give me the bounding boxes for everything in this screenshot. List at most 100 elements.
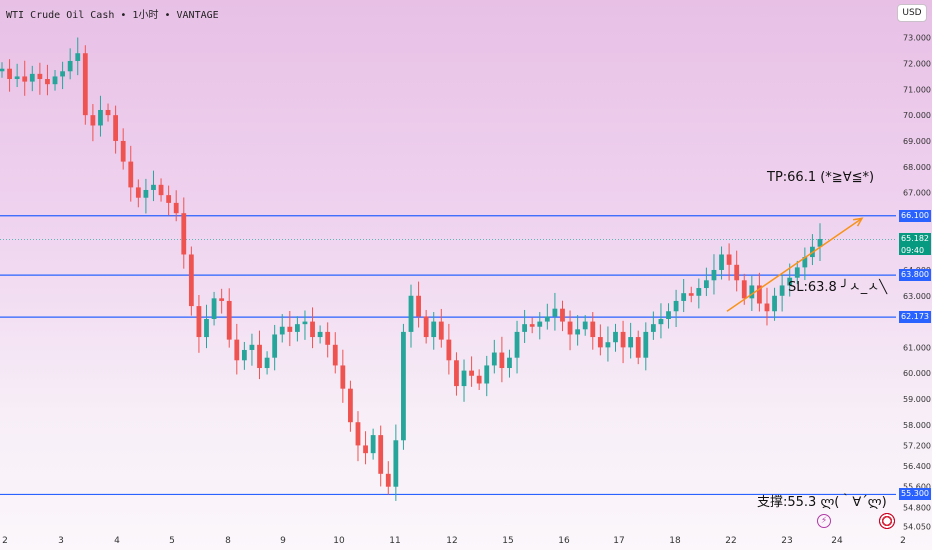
candle-body [757,285,762,304]
price-tag-label: 65.182 [901,234,929,244]
candle-body [582,321,588,330]
support-annotation: 支撑:55.3 ლ(｀∀´ლ) [757,495,887,510]
candle-body [355,422,361,446]
candle-body [302,321,308,325]
candle-body [219,298,225,301]
candle-body [257,344,262,369]
x-tick-label: 24 [831,536,843,546]
candle-body [719,254,724,270]
candle-body [166,195,172,203]
candle-body [105,109,111,116]
y-tick-label: 55.600 [903,483,931,492]
candle-body [158,184,164,196]
candle-body [340,365,346,389]
x-tick-label: 10 [333,536,345,546]
candle-body [196,306,202,338]
candle-body [726,254,732,265]
candle-body [764,303,770,312]
y-tick-label: 63.000 [903,292,931,301]
candle-body [597,337,603,348]
y-tick-label: 58.000 [903,421,931,430]
x-tick-label: 15 [502,536,513,546]
candle-body [181,213,187,255]
candle-body [772,295,777,312]
y-tick-label: 54.800 [903,503,931,512]
price-tag: 62.173 [899,311,931,324]
candle-body [522,324,528,332]
candle-body [393,440,399,487]
candle-body [29,73,35,82]
x-tick-label: 9 [280,536,286,546]
x-tick-label: 16 [558,536,570,546]
x-tick-label: 8 [225,536,231,546]
x-tick-label: 5 [169,536,175,546]
candle-body [454,360,459,387]
candle-body [7,68,12,80]
lightning-icon[interactable]: ⚡ [817,514,831,528]
candle-body [67,60,73,72]
candle-body [188,254,194,307]
candle-body [287,326,293,332]
candle-body [348,388,353,423]
candle-body [567,321,573,335]
candle-body [90,115,96,126]
candle-body [0,68,5,72]
currency-button[interactable]: USD [897,4,927,22]
candle-body [446,339,452,361]
candle-body [741,280,747,299]
x-tick-label: 4 [114,536,120,546]
price-tag-label: 55.300 [901,489,929,499]
y-tick-label: 73.000 [903,34,931,43]
candle-body [779,285,785,296]
tp-annotation: TP:66.1 (*≧∀≦*) [767,170,875,185]
candle-body [696,288,702,296]
candle-body [673,300,679,312]
y-tick-label: 56.400 [903,462,931,471]
candle-body [484,365,490,384]
y-tick-label: 72.000 [903,60,931,69]
candle-body [817,239,823,247]
candle-body [423,316,429,338]
candle-body [151,184,156,190]
candle-body [544,316,550,322]
candle-body [537,321,543,327]
x-tick-label: 17 [613,536,624,546]
candle-body [226,300,232,340]
candle-body [60,71,65,77]
candle-body [378,435,384,474]
y-tick-label: 70.000 [903,111,931,120]
candle-body [552,308,558,317]
candle-body [120,140,126,162]
candle-body [52,76,58,85]
candle-body [135,187,141,198]
us-flag-icon[interactable] [879,513,895,529]
price-tag: 63.800 [899,269,931,282]
candle-body [514,331,520,358]
candle-body [317,331,323,338]
y-tick-label: 54.050 [903,523,931,532]
candle-body [605,342,611,348]
y-tick-label: 61.000 [903,343,931,352]
price-tag-label: 66.100 [901,210,929,220]
candle-body [461,370,467,387]
y-tick-label: 69.000 [903,137,931,146]
candle-body [635,337,641,358]
candle-body [575,329,581,335]
candle-body [560,308,565,322]
candle-body [113,115,119,141]
x-tick-label: 11 [389,536,400,546]
candle-body [650,324,656,332]
candle-body [98,109,103,126]
candle-body [658,318,664,325]
candle-body [628,337,634,348]
price-tag: 65.182 09:40 [899,233,931,256]
candle-body [408,295,414,332]
candle-body [370,435,376,454]
candle-body [22,76,28,82]
y-tick-label: 59.000 [903,395,931,404]
candle-body [507,357,512,369]
candle-body [734,264,740,281]
candle-body [82,53,88,116]
